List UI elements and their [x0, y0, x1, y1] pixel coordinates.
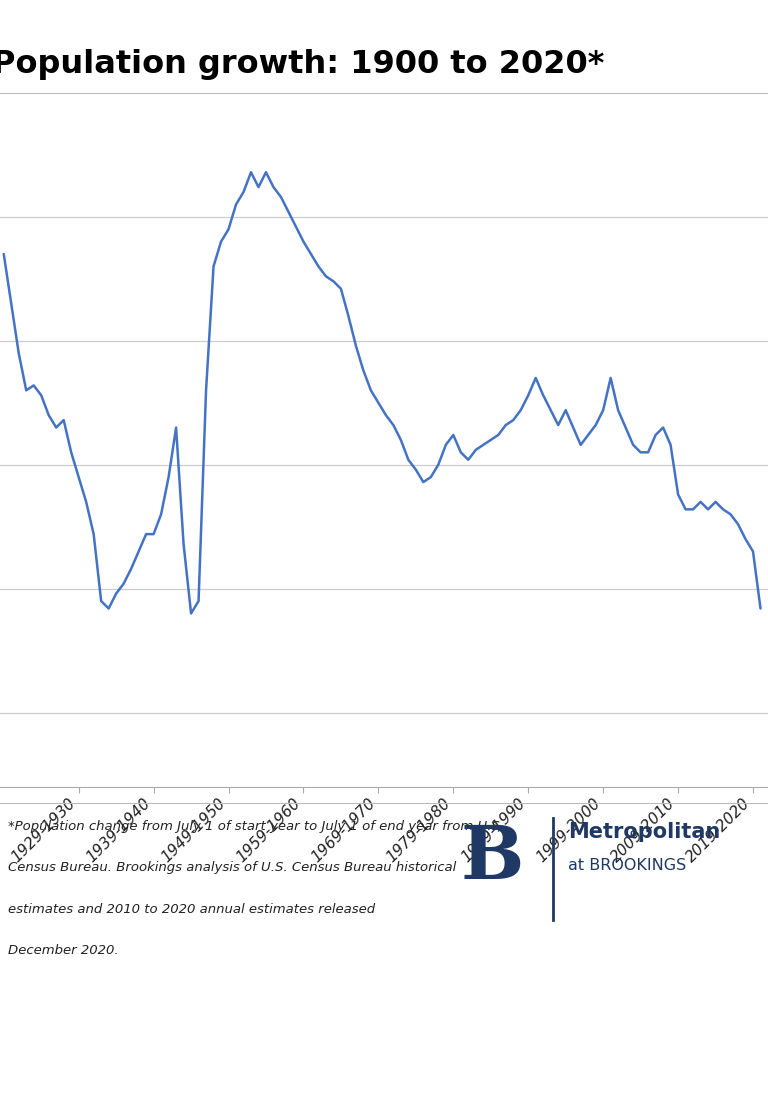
Text: Population growth: 1900 to 2020*: Population growth: 1900 to 2020*: [0, 49, 604, 80]
Text: Metropolitan: Metropolitan: [568, 822, 720, 842]
Text: December 2020.: December 2020.: [8, 944, 118, 957]
Text: at BROOKINGS: at BROOKINGS: [568, 858, 687, 873]
Text: B: B: [461, 822, 525, 895]
Text: Census Bureau. Brookings analysis of U.S. Census Bureau historical: Census Bureau. Brookings analysis of U.S…: [8, 861, 456, 874]
Text: *Population change from July 1 of start year to July 1 of end year from U.S.: *Population change from July 1 of start …: [8, 820, 504, 833]
Text: estimates and 2010 to 2020 annual estimates released: estimates and 2010 to 2020 annual estima…: [8, 903, 375, 916]
